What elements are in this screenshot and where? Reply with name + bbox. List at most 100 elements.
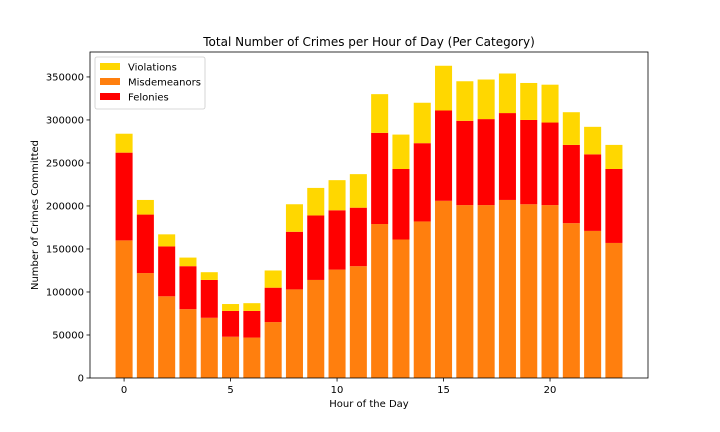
bar-violations-hour-5: [222, 304, 240, 311]
bar-violations-hour-6: [243, 303, 261, 311]
bar-misdemeanors-hour-4: [200, 317, 218, 378]
y-tick-label: 250000: [46, 158, 84, 169]
y-axis-label: Number of Crimes Committed: [30, 140, 41, 290]
bar-misdemeanors-hour-22: [584, 230, 602, 378]
bar-felonies-hour-19: [520, 119, 538, 205]
bar-violations-hour-23: [605, 144, 623, 169]
bar-felonies-hour-18: [498, 113, 516, 200]
bar-misdemeanors-hour-6: [243, 337, 261, 378]
bar-violations-hour-19: [520, 82, 538, 120]
y-tick-label: 200000: [46, 201, 84, 212]
y-tick-label: 350000: [46, 72, 84, 83]
bar-felonies-hour-23: [605, 168, 623, 243]
bar-violations-hour-4: [200, 272, 218, 280]
bar-violations-hour-18: [498, 73, 516, 114]
x-tick-label: 20: [544, 385, 557, 396]
bar-misdemeanors-hour-2: [158, 296, 176, 378]
bars: [115, 65, 623, 378]
bar-violations-hour-17: [477, 79, 495, 120]
bar-misdemeanors-hour-3: [179, 309, 197, 378]
bar-violations-hour-16: [456, 81, 474, 121]
bar-misdemeanors-hour-10: [328, 269, 346, 378]
bar-felonies-hour-6: [243, 310, 261, 338]
chart-title: Total Number of Crimes per Hour of Day (…: [202, 35, 535, 49]
bar-misdemeanors-hour-11: [349, 266, 367, 378]
bar-felonies-hour-14: [413, 143, 431, 222]
x-tick-label: 5: [227, 385, 233, 396]
y-tick-label: 300000: [46, 115, 84, 126]
bar-violations-hour-15: [435, 65, 453, 111]
bar-felonies-hour-20: [541, 122, 559, 206]
bar-felonies-hour-1: [136, 214, 154, 274]
bar-misdemeanors-hour-19: [520, 204, 538, 378]
bar-felonies-hour-11: [349, 207, 367, 267]
bar-misdemeanors-hour-17: [477, 205, 495, 378]
bar-violations-hour-7: [264, 270, 282, 288]
bar-felonies-hour-2: [158, 246, 176, 297]
x-tick-label: 0: [121, 385, 127, 396]
bar-felonies-hour-3: [179, 266, 197, 310]
bar-felonies-hour-15: [435, 110, 453, 201]
bar-violations-hour-21: [562, 112, 580, 145]
bar-misdemeanors-hour-23: [605, 242, 623, 378]
bar-felonies-hour-21: [562, 144, 580, 224]
bar-misdemeanors-hour-5: [222, 336, 240, 378]
bar-felonies-hour-22: [584, 154, 602, 231]
bar-felonies-hour-13: [392, 168, 410, 240]
bar-felonies-hour-9: [307, 215, 325, 280]
bar-violations-hour-12: [371, 94, 389, 133]
legend-swatch-felonies: [100, 93, 120, 100]
legend-label-violations: Violations: [128, 63, 177, 74]
bar-violations-hour-13: [392, 134, 410, 169]
bar-felonies-hour-10: [328, 210, 346, 270]
bar-violations-hour-2: [158, 234, 176, 247]
bar-violations-hour-20: [541, 84, 559, 123]
bar-misdemeanors-hour-9: [307, 279, 325, 378]
x-tick-label: 10: [331, 385, 344, 396]
bar-violations-hour-9: [307, 187, 325, 216]
bar-violations-hour-10: [328, 180, 346, 211]
axes: [89, 51, 649, 379]
bar-violations-hour-8: [285, 204, 303, 232]
ticks: 0 5 10 15 20 0 50000 100000 150000 200000 250000 30…: [46, 72, 557, 396]
bar-misdemeanors-hour-8: [285, 289, 303, 378]
bar-violations-hour-22: [584, 126, 602, 155]
legend-label-misdemeanors: Misdemeanors: [128, 78, 201, 89]
bar-misdemeanors-hour-0: [115, 240, 133, 378]
bar-misdemeanors-hour-15: [435, 200, 453, 378]
bar-violations-hour-11: [349, 174, 367, 208]
legend-label-felonies: Felonies: [128, 93, 169, 104]
legend-swatch-misdemeanors: [100, 78, 120, 85]
bar-felonies-hour-8: [285, 231, 303, 290]
bar-felonies-hour-0: [115, 152, 133, 241]
y-tick-label: 50000: [52, 330, 84, 341]
bar-felonies-hour-17: [477, 119, 495, 206]
bar-felonies-hour-12: [371, 132, 389, 225]
bar-violations-hour-1: [136, 199, 154, 215]
bar-misdemeanors-hour-20: [541, 205, 559, 378]
bar-misdemeanors-hour-12: [371, 224, 389, 378]
bar-misdemeanors-hour-1: [136, 273, 154, 378]
plot-frame: [89, 51, 649, 379]
bar-misdemeanors-hour-21: [562, 223, 580, 378]
bar-misdemeanors-hour-7: [264, 322, 282, 378]
bar-misdemeanors-hour-13: [392, 239, 410, 378]
bar-violations-hour-3: [179, 257, 197, 267]
bar-violations-hour-0: [115, 133, 133, 153]
bar-misdemeanors-hour-18: [498, 199, 516, 378]
bar-violations-hour-14: [413, 102, 431, 144]
legend: Violations Misdemeanors Felonies: [94, 56, 206, 110]
y-tick-label: 0: [78, 374, 84, 385]
x-tick-label: 15: [437, 385, 450, 396]
bar-misdemeanors-hour-16: [456, 205, 474, 378]
legend-swatch-violations: [100, 63, 120, 70]
bar-felonies-hour-5: [222, 310, 240, 337]
bar-misdemeanors-hour-14: [413, 221, 431, 378]
x-axis-label: Hour of the Day: [329, 399, 409, 410]
bar-felonies-hour-16: [456, 120, 474, 206]
bar-felonies-hour-4: [200, 279, 218, 318]
legend-box: [94, 56, 206, 110]
y-tick-label: 100000: [46, 287, 84, 298]
bar-felonies-hour-7: [264, 287, 282, 323]
